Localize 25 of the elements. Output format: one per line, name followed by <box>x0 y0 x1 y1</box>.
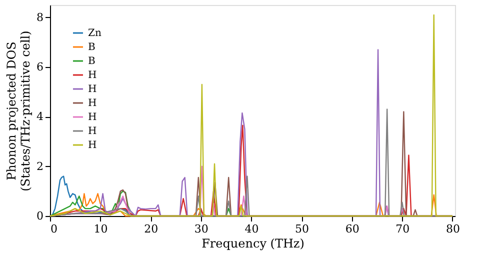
y-axis-title: Phonon projected DOS (States/THz·primitive cell) <box>4 30 32 192</box>
legend-label: B <box>88 56 96 67</box>
x-tick-label: 70 <box>396 222 410 236</box>
x-tick-label: 30 <box>194 222 208 236</box>
x-tick-label: 10 <box>94 222 108 236</box>
x-tick-label: 40 <box>244 222 259 236</box>
y-tick-label: 8 <box>36 10 44 24</box>
x-tick-label: 60 <box>345 222 360 236</box>
y-tick-label: 6 <box>36 60 44 74</box>
y-tick-label: 0 <box>36 210 44 222</box>
legend-label: H <box>88 70 97 81</box>
legend-label: B <box>88 42 96 53</box>
legend-label: H <box>88 126 97 137</box>
x-tick-label: 20 <box>144 222 158 236</box>
legend-label: H <box>88 112 97 123</box>
x-tick-label: 0 <box>50 222 58 236</box>
legend-label: H <box>88 98 97 109</box>
x-tick-label: 80 <box>446 222 460 236</box>
y-tick-label: 2 <box>36 160 44 173</box>
x-axis-title: Frequency (THz) <box>202 236 304 250</box>
legend-label: H <box>88 84 97 95</box>
legend-label: H <box>88 140 97 151</box>
y-tick-label: 4 <box>36 110 44 124</box>
legend-label: Zn <box>88 28 102 39</box>
x-tick-label: 50 <box>295 222 310 236</box>
